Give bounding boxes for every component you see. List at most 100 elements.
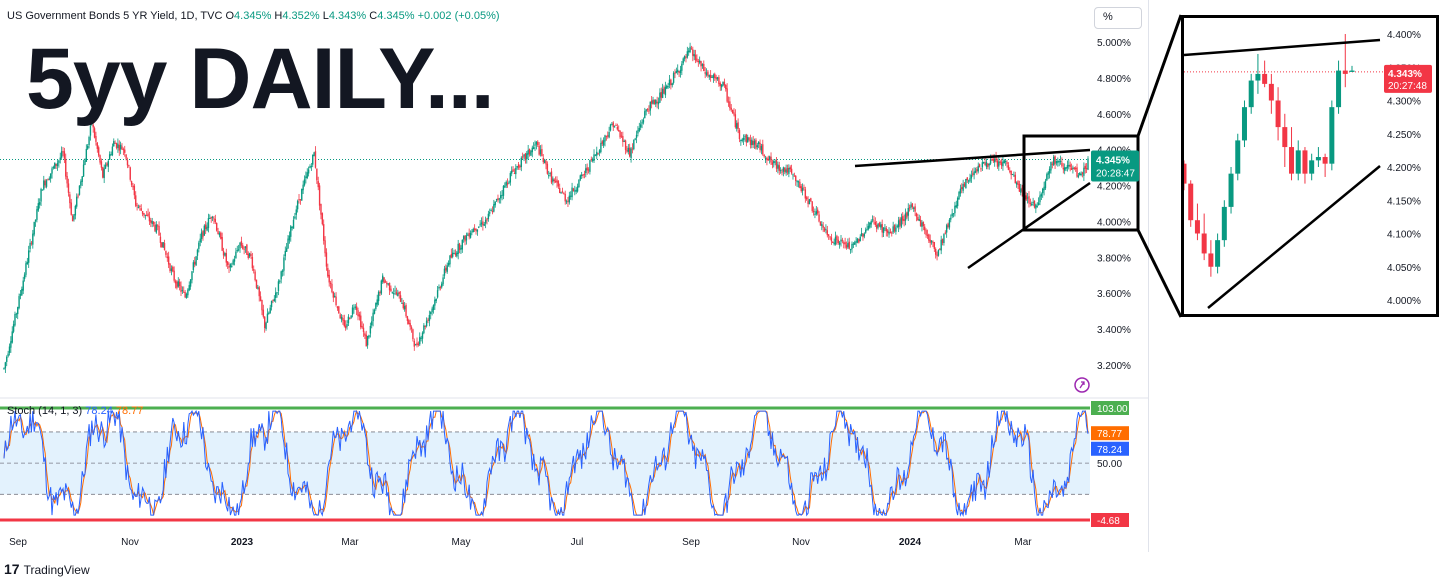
candle-body [14, 313, 16, 326]
candle-body [188, 285, 190, 291]
candle-body [725, 85, 727, 90]
candle-body [473, 228, 476, 231]
candle-body [390, 288, 392, 292]
candle-body [84, 160, 86, 165]
main-chart-svg[interactable]: 5.000%4.800%4.600%4.400%4.200%4.000%3.80… [0, 0, 1148, 552]
candle-body [155, 224, 158, 233]
candle-body [349, 318, 351, 320]
candle-body [661, 88, 664, 98]
candle-body [475, 228, 477, 231]
candle-body [1080, 173, 1082, 175]
candle-body [346, 323, 348, 327]
candle-body [757, 141, 760, 144]
candle-body [569, 195, 572, 197]
candle-body [398, 291, 400, 295]
candle-body [482, 221, 484, 226]
candle-body [736, 123, 738, 129]
candle-body [967, 180, 970, 182]
candle-body [793, 175, 796, 177]
candle-body [521, 156, 524, 158]
candle-body [340, 316, 343, 320]
candle-body [924, 226, 926, 231]
candle-body [458, 243, 461, 250]
candle-body [911, 203, 914, 208]
candle-body [366, 335, 369, 346]
candle-body [590, 159, 592, 161]
candle-body [749, 139, 752, 145]
candle-body [589, 160, 591, 172]
zoom-lower-trendline [1207, 165, 1381, 309]
candle-body [664, 86, 667, 96]
candle-body [587, 169, 590, 171]
candle-body [402, 302, 404, 309]
candle-body [666, 85, 668, 89]
candle-body [56, 162, 59, 166]
candle-body [298, 199, 300, 201]
candle-body [948, 219, 951, 228]
candle-body [650, 100, 653, 104]
stoch-lower-tag-label: -4.68 [1097, 516, 1120, 527]
candle-body [176, 281, 178, 288]
percent-scale-button[interactable]: % [1094, 7, 1142, 29]
open-label: O [225, 10, 235, 22]
candle-body [862, 233, 864, 238]
candle-body [32, 233, 34, 245]
candle-body [331, 283, 333, 293]
candle-body [1065, 167, 1067, 170]
close-label: C [369, 10, 378, 22]
candle-body [989, 159, 992, 164]
candle-body [264, 316, 266, 329]
candle-body [904, 213, 907, 221]
candle-body [276, 292, 278, 294]
high-value: 4.352% [282, 10, 320, 22]
candle-body [399, 295, 402, 302]
candle-body [476, 229, 479, 232]
candle-body [878, 223, 881, 227]
candle-body [579, 175, 582, 180]
candle-body [697, 61, 700, 63]
candle-body [63, 151, 66, 159]
candle-body [430, 312, 432, 314]
candle-body [335, 296, 337, 306]
candle-body [955, 205, 957, 208]
candle-body [3, 368, 5, 370]
zoom-candle-body [1295, 150, 1301, 174]
candle-body [379, 291, 381, 293]
x-tick-label: 2023 [231, 537, 254, 548]
candle-body [803, 187, 805, 189]
candle-body [183, 291, 185, 293]
candle-body [309, 166, 311, 169]
candle-body [1006, 162, 1008, 165]
candle-body [583, 173, 586, 175]
candle-body [712, 75, 715, 79]
candle-body [253, 269, 255, 271]
zoom-candle-body [1188, 183, 1194, 221]
candle-body [1046, 174, 1048, 181]
y-tick-label: 3.400% [1097, 325, 1131, 336]
candle-body [1047, 172, 1049, 175]
candle-body [420, 337, 422, 339]
candle-body [639, 124, 642, 128]
candle-body [921, 222, 923, 227]
candle-body [766, 157, 768, 161]
candle-body [235, 251, 237, 259]
candle-body [692, 49, 694, 56]
candle-body [854, 242, 856, 245]
candle-body [325, 252, 328, 267]
candle-body [465, 235, 468, 241]
candle-body [454, 252, 457, 256]
candle-body [598, 150, 601, 153]
candle-body [977, 165, 979, 172]
candle-body [534, 144, 536, 146]
candle-body [343, 319, 345, 327]
zoom-candle-body [1208, 253, 1214, 267]
alert-icon [1074, 377, 1090, 393]
candle-body [462, 236, 465, 240]
candle-body [867, 225, 870, 230]
candle-body [549, 172, 551, 175]
stoch-k-line [3, 409, 1089, 518]
candle-body [436, 290, 439, 298]
candle-body [582, 174, 584, 176]
candle-body [25, 263, 27, 275]
candle-body [626, 149, 628, 152]
